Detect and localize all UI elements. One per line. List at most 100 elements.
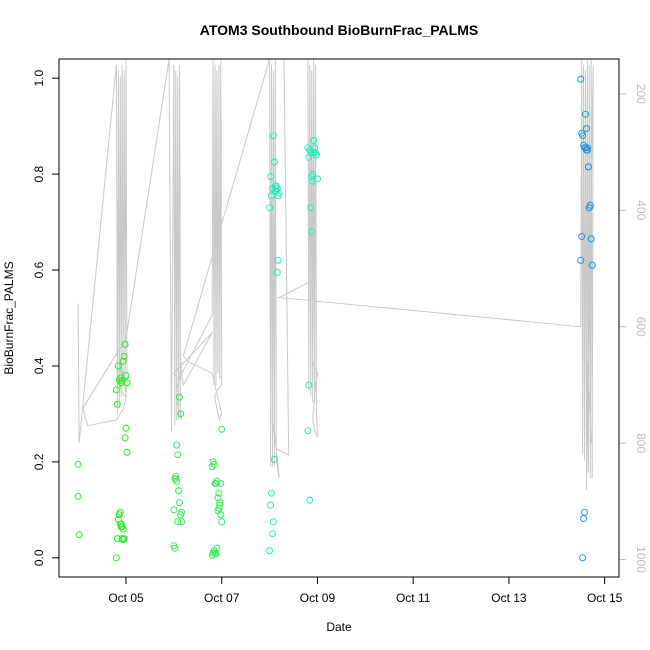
altitude-trace-layer [77, 58, 594, 490]
data-point [308, 228, 316, 236]
data-point [217, 480, 225, 487]
data-point [309, 170, 317, 178]
y-tick-label: 0.0 [32, 549, 46, 566]
data-point [310, 149, 318, 156]
data-point [588, 261, 596, 269]
data-point [175, 487, 183, 495]
data-point [119, 357, 127, 365]
data-point [310, 137, 318, 144]
secondary-tick-label: 1000 [634, 546, 648, 573]
data-point [173, 441, 181, 449]
x-tick-label: Oct 09 [300, 591, 336, 605]
data-point [118, 535, 126, 543]
data-point [584, 163, 592, 171]
data-point [269, 518, 277, 526]
data-point [123, 379, 131, 387]
data-point [267, 501, 275, 509]
data-point [216, 501, 224, 509]
y-tick-label: 0.8 [32, 165, 46, 182]
secondary-tick-label: 800 [634, 433, 648, 453]
data-point [307, 149, 315, 156]
data-point [305, 381, 313, 389]
y-axis-label: BioBurnFrac_PALMS [2, 261, 16, 374]
data-point [213, 544, 221, 552]
data-point [121, 340, 129, 348]
series-group-0 [74, 340, 131, 562]
data-point [75, 531, 83, 539]
data-point [218, 518, 226, 526]
secondary-tick-label: 200 [634, 84, 648, 104]
data-point [582, 110, 589, 118]
data-point [268, 489, 275, 497]
x-axis-label: Date [326, 620, 352, 634]
data-point [171, 544, 179, 552]
data-point [122, 424, 130, 432]
data-point [307, 204, 315, 212]
data-point [266, 204, 274, 212]
x-tick-label: Oct 15 [587, 591, 623, 605]
data-point [314, 175, 321, 183]
data-point [211, 549, 219, 557]
data-point [119, 536, 127, 544]
axes-layer: Oct 05 Oct 07 Oct 09 Oct 11 Oct 13 Oct 15 0.0 0… [32, 70, 648, 605]
data-point [577, 75, 585, 83]
secondary-tick-label: 400 [634, 200, 648, 220]
data-point [583, 146, 591, 154]
data-points-layer [74, 75, 596, 562]
data-point [115, 511, 123, 519]
secondary-tick-label: 600 [634, 317, 648, 337]
data-point [268, 192, 275, 200]
data-point [113, 400, 121, 408]
data-point [74, 460, 82, 468]
chart-title: ATOM3 Southbound BioBurnFrac_PALMS [200, 22, 478, 38]
y-tick-label: 0.2 [32, 453, 46, 470]
data-point [586, 201, 594, 209]
data-point [176, 499, 184, 507]
plot-frame [58, 58, 620, 578]
data-point [174, 451, 182, 459]
data-point [270, 456, 278, 463]
data-point [583, 125, 590, 132]
y-tick-label: 1.0 [32, 70, 46, 87]
x-tick-label: Oct 11 [396, 591, 431, 605]
data-point [270, 158, 278, 166]
x-tick-label: Oct 07 [204, 591, 240, 605]
data-point [274, 256, 282, 264]
x-tick-label: Oct 13 [491, 591, 527, 605]
data-point [578, 233, 586, 240]
data-point [273, 185, 281, 192]
data-point [173, 477, 181, 485]
data-point [114, 362, 122, 370]
y-tick-label: 0.6 [32, 261, 46, 278]
data-point [214, 494, 222, 502]
data-point [177, 410, 185, 418]
series-group-2 [266, 132, 321, 555]
data-point [579, 554, 587, 562]
data-point [174, 518, 182, 526]
data-point [275, 189, 283, 197]
data-point [210, 460, 218, 468]
data-point [178, 518, 185, 526]
data-point [577, 256, 585, 264]
data-point [112, 386, 120, 394]
data-point [120, 535, 128, 543]
data-point [267, 173, 275, 180]
data-point [311, 144, 319, 152]
series-group-1 [170, 393, 226, 559]
data-point [218, 425, 226, 433]
data-point [172, 472, 180, 480]
data-point [269, 132, 277, 140]
data-point [178, 508, 185, 516]
altitude-trace-line [77, 58, 594, 490]
data-point [170, 506, 178, 514]
data-point [215, 504, 223, 512]
data-point [215, 489, 223, 497]
data-point [269, 530, 276, 538]
data-point [273, 268, 281, 276]
data-point [74, 492, 82, 500]
data-point [123, 448, 131, 456]
data-point [579, 132, 587, 140]
data-point [117, 523, 125, 531]
